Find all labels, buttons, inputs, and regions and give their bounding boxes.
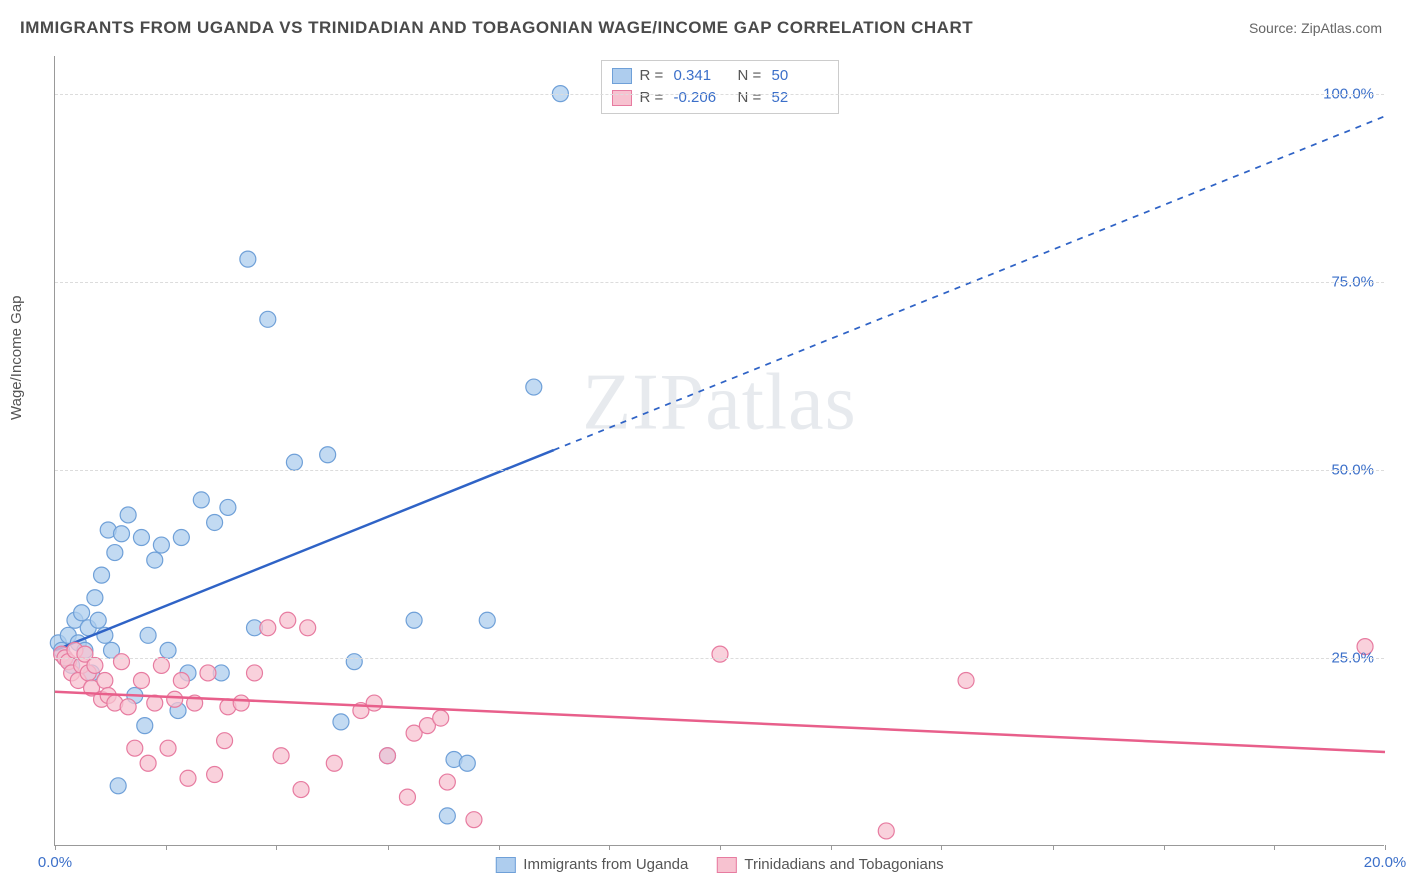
data-point — [380, 748, 396, 764]
data-point — [87, 657, 103, 673]
data-point — [140, 627, 156, 643]
data-point — [366, 695, 382, 711]
data-point — [120, 699, 136, 715]
data-point — [217, 733, 233, 749]
data-point — [346, 654, 362, 670]
x-tick-mark — [1385, 845, 1386, 850]
data-point — [87, 590, 103, 606]
x-tick-mark — [1053, 845, 1054, 850]
data-point — [712, 646, 728, 662]
data-point — [173, 530, 189, 546]
data-point — [167, 691, 183, 707]
data-point — [207, 514, 223, 530]
data-point — [260, 311, 276, 327]
data-point — [958, 672, 974, 688]
data-point — [127, 740, 143, 756]
data-point — [526, 379, 542, 395]
gridline — [55, 282, 1384, 283]
data-point — [114, 526, 130, 542]
x-tick-mark — [1164, 845, 1165, 850]
x-tick-mark — [941, 845, 942, 850]
data-point — [439, 808, 455, 824]
data-point — [247, 665, 263, 681]
x-tick-mark — [388, 845, 389, 850]
data-point — [137, 718, 153, 734]
data-point — [207, 767, 223, 783]
data-point — [140, 755, 156, 771]
data-point — [286, 454, 302, 470]
x-tick-label: 0.0% — [38, 854, 72, 871]
data-point — [160, 642, 176, 658]
data-point — [326, 755, 342, 771]
series-legend: Immigrants from Uganda Trinidadians and … — [495, 856, 943, 873]
data-point — [120, 507, 136, 523]
chart-svg — [55, 56, 1384, 845]
plot-area: ZIPatlas R = 0.341 N = 50 R = -0.206 N =… — [54, 56, 1384, 846]
gridline — [55, 94, 1384, 95]
data-point — [293, 782, 309, 798]
data-point — [220, 499, 236, 515]
data-point — [240, 251, 256, 267]
data-point — [878, 823, 894, 839]
x-tick-mark — [609, 845, 610, 850]
data-point — [399, 789, 415, 805]
data-point — [90, 612, 106, 628]
x-tick-mark — [720, 845, 721, 850]
chart-title: IMMIGRANTS FROM UGANDA VS TRINIDADIAN AN… — [20, 18, 973, 38]
x-tick-mark — [276, 845, 277, 850]
x-tick-mark — [166, 845, 167, 850]
data-point — [180, 770, 196, 786]
data-point — [94, 567, 110, 583]
legend-series-label: Trinidadians and Tobagonians — [744, 856, 943, 873]
x-tick-mark — [55, 845, 56, 850]
data-point — [160, 740, 176, 756]
data-point — [74, 605, 90, 621]
source-label: Source: ZipAtlas.com — [1249, 20, 1382, 36]
x-tick-mark — [499, 845, 500, 850]
y-axis-label: Wage/Income Gap — [8, 295, 25, 420]
data-point — [133, 530, 149, 546]
data-point — [153, 537, 169, 553]
data-point — [173, 672, 189, 688]
legend-item: Immigrants from Uganda — [495, 856, 688, 873]
data-point — [459, 755, 475, 771]
data-point — [147, 552, 163, 568]
data-point — [479, 612, 495, 628]
legend-item: Trinidadians and Tobagonians — [716, 856, 943, 873]
data-point — [114, 654, 130, 670]
gridline — [55, 470, 1384, 471]
x-tick-mark — [831, 845, 832, 850]
data-point — [433, 710, 449, 726]
data-point — [97, 672, 113, 688]
data-point — [320, 447, 336, 463]
x-tick-mark — [1274, 845, 1275, 850]
data-point — [333, 714, 349, 730]
data-point — [466, 812, 482, 828]
data-point — [233, 695, 249, 711]
x-tick-label: 20.0% — [1364, 854, 1406, 871]
data-point — [153, 657, 169, 673]
legend-series-label: Immigrants from Uganda — [523, 856, 688, 873]
data-point — [260, 620, 276, 636]
data-point — [439, 774, 455, 790]
data-point — [110, 778, 126, 794]
data-point — [107, 545, 123, 561]
legend-swatch-icon — [495, 857, 515, 873]
data-point — [193, 492, 209, 508]
data-point — [300, 620, 316, 636]
data-point — [280, 612, 296, 628]
legend-swatch-icon — [716, 857, 736, 873]
data-point — [273, 748, 289, 764]
data-point — [406, 612, 422, 628]
trend-line — [55, 692, 1385, 752]
data-point — [200, 665, 216, 681]
trend-line-dashed — [554, 116, 1385, 450]
gridline — [55, 658, 1384, 659]
data-point — [133, 672, 149, 688]
